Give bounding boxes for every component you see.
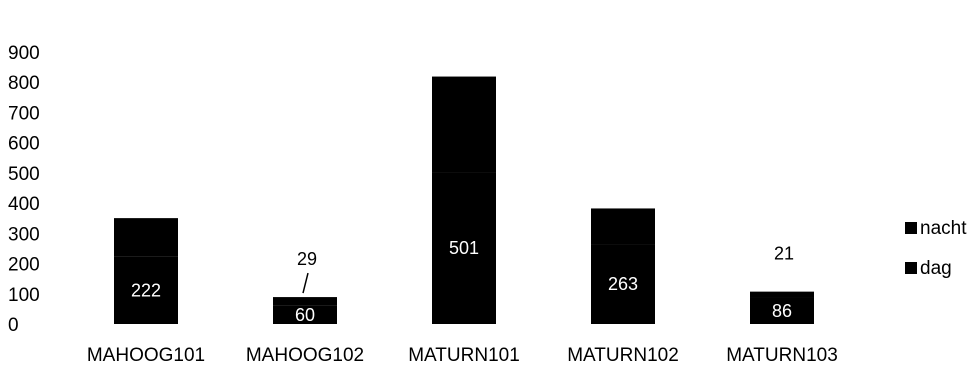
bar-dag-maturn101 [432, 172, 496, 324]
data-label-dag: 60 [295, 305, 315, 325]
y-tick-label: 100 [8, 285, 40, 306]
bar-dag-mahoog101 [114, 256, 178, 324]
y-axis: 0 100 200 300 400 500 600 700 800 900 [8, 43, 40, 336]
bars [114, 76, 814, 324]
x-category-label: MAHOOG102 [246, 345, 364, 366]
y-tick-label: 900 [8, 43, 40, 64]
y-tick-label: 500 [8, 164, 40, 185]
bar-dag-maturn103 [750, 297, 814, 324]
x-category-label: MAHOOG101 [87, 345, 205, 366]
x-category-label: MATURN101 [408, 345, 520, 366]
data-label-nacht: 21 [774, 244, 794, 264]
y-tick-label: 700 [8, 103, 40, 124]
bar-nacht-maturn102 [591, 208, 655, 245]
data-label-dag: 86 [772, 301, 792, 321]
bar-nacht-mahoog101 [114, 218, 178, 257]
legend: nacht dag [905, 218, 967, 279]
bar-dag-mahoog102 [273, 305, 337, 324]
x-category-label: MATURN103 [726, 345, 838, 366]
x-axis: MAHOOG101 MAHOOG102 MATURN101 MATURN102 MATU… [87, 345, 838, 366]
legend-label-dag: dag [920, 258, 952, 279]
y-tick-label: 600 [8, 134, 40, 155]
bar-nacht-mahoog102 [273, 297, 337, 306]
y-tick-label: 300 [8, 224, 40, 245]
legend-swatch-dag [905, 262, 917, 274]
y-tick-label: 400 [8, 194, 40, 215]
bar-nacht-maturn103 [750, 291, 814, 298]
data-label-dag: 222 [131, 280, 161, 300]
legend-label-nacht: nacht [920, 218, 967, 239]
data-label-nacht: 29 [297, 249, 317, 269]
y-tick-label: 0 [8, 315, 19, 336]
data-label-dag: 263 [608, 274, 638, 294]
leader-line [302, 272, 309, 294]
bar-dag-maturn102 [591, 244, 655, 324]
data-label-dag: 501 [449, 238, 479, 258]
y-tick-label: 200 [8, 255, 40, 276]
y-tick-label: 800 [8, 73, 40, 94]
bar-nacht-maturn101 [432, 76, 496, 173]
x-category-label: MATURN102 [567, 345, 679, 366]
data-labels: 222 60 29 501 263 86 21 [131, 238, 794, 325]
legend-swatch-nacht [905, 222, 917, 234]
